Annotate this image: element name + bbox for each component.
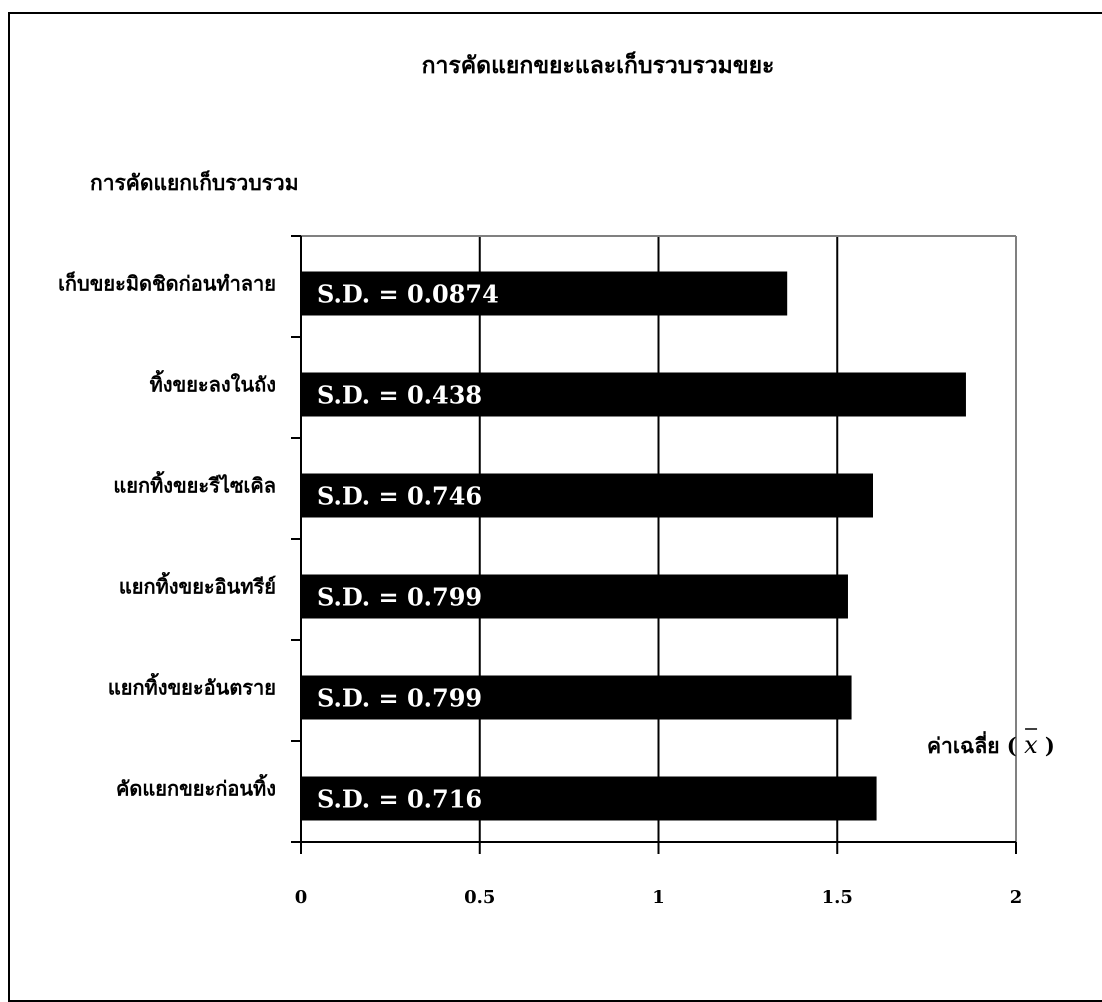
bar-data-label: S.D. = 0.716 (317, 785, 482, 814)
y-axis-title: การคัดแยกเก็บรวบรวม (90, 169, 299, 195)
bar-data-label: S.D. = 0.0874 (317, 280, 499, 309)
category-label: แยกทิ้งขยะรีไซเคิล (113, 471, 276, 498)
x-tick-label: 0 (295, 887, 308, 908)
x-tick-label: 1 (652, 887, 665, 908)
bar (301, 776, 877, 821)
x-axis-title-symbol: x (1024, 731, 1038, 759)
x-axis-title-part: ค่าเฉลี่ย ( (927, 730, 1024, 758)
bar-data-label: S.D. = 0.438 (317, 381, 482, 410)
axis-layer: เก็บขยะมิดชิดก่อนทำลายทิ้งขยะลงในถังแยกท… (58, 235, 1023, 908)
category-label: คัดแยกขยะก่อนทิ้ง (116, 774, 276, 801)
x-tick-label: 1.5 (822, 887, 853, 908)
bar-data-label: S.D. = 0.799 (317, 684, 482, 713)
bar (301, 372, 966, 417)
bar-data-label: S.D. = 0.746 (317, 482, 482, 511)
category-label: ทิ้งขยะลงในถัง (150, 370, 276, 397)
x-tick-label: 2 (1010, 887, 1023, 908)
bar (301, 271, 788, 316)
bar (301, 473, 873, 518)
category-label: แยกทิ้งขยะอันตราย (108, 673, 276, 700)
bar (301, 574, 848, 619)
x-tick-label: 0.5 (464, 887, 495, 908)
chart-title: การคัดแยกขยะและเก็บรวบรวมขยะ (422, 50, 775, 79)
grid-layer (301, 235, 1017, 842)
category-label: แยกทิ้งขยะอินทรีย์ (119, 572, 276, 599)
x-axis-title-text: ค่าเฉลี่ย ( x ) (927, 730, 1055, 759)
bar (301, 675, 852, 720)
x-axis-title-part: ) (1038, 733, 1055, 758)
bars-layer: S.D. = 0.0874 S.D. = 0.438 S.D. = 0.746 S.D… (301, 271, 966, 821)
bar-data-label: S.D. = 0.799 (317, 583, 482, 612)
x-axis-title: ค่าเฉลี่ย ( x ) (927, 730, 1055, 759)
category-label: เก็บขยะมิดชิดก่อนทำลาย (58, 271, 276, 296)
